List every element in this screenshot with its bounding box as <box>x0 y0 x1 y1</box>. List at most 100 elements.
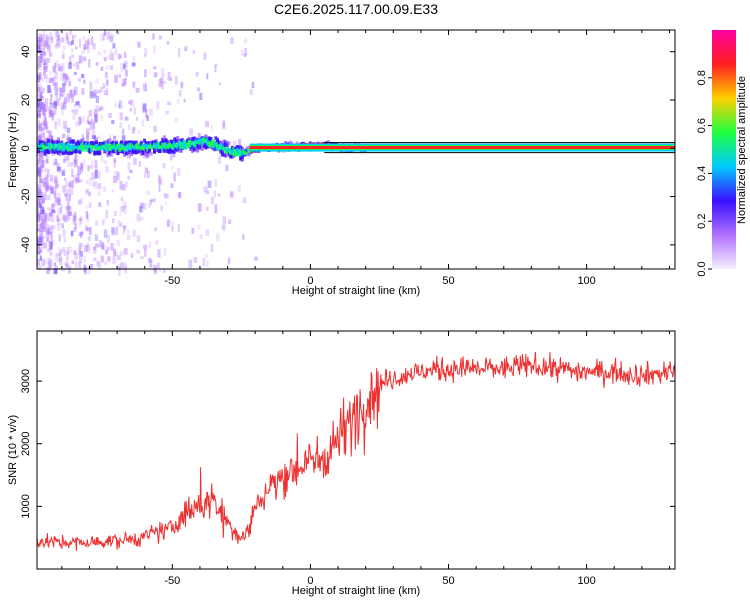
heatmap-cell <box>76 144 80 149</box>
heatmap-cell <box>103 144 107 149</box>
heatmap-noise-cell <box>37 228 40 232</box>
heatmap-cell <box>161 146 165 151</box>
heatmap-noise-cell <box>37 104 41 109</box>
heatmap-cell <box>227 152 231 157</box>
heatmap-cell <box>220 140 224 145</box>
heatmap-cell <box>192 146 196 151</box>
heatmap-cell <box>113 146 117 151</box>
heatmap-noise-cell <box>77 166 82 175</box>
heatmap-noise-cell <box>82 160 86 169</box>
snr-ticks: -50 0 50 100 1000 2000 3000 <box>20 331 675 587</box>
heatmap-noise-cell <box>66 211 71 221</box>
heatmap-noise-cell <box>218 82 221 86</box>
heatmap-noise-cell <box>39 236 42 244</box>
heatmap-noise-cell <box>64 74 68 83</box>
heatmap-cell <box>86 145 90 150</box>
heatmap-cell <box>146 143 150 148</box>
heatmap-cell <box>209 141 213 146</box>
heatmap-cell <box>124 151 128 156</box>
heatmap-noise-cell <box>164 80 167 85</box>
heatmap-noise-cell <box>37 169 42 175</box>
heatmap-cell <box>95 140 98 145</box>
heatmap-noise-cell <box>39 223 43 232</box>
heatmap-cell <box>123 146 127 151</box>
heatmap-noise-cell <box>130 99 134 107</box>
heatmap-noise-cell <box>100 115 103 121</box>
heatmap-cell <box>151 145 155 150</box>
heatmap-noise-cell <box>40 249 43 253</box>
heatmap-noise-cell <box>243 53 247 57</box>
colorbar-gradient <box>712 30 736 269</box>
heatmap-noise-cell <box>114 102 117 108</box>
heatmap-noise-cell <box>178 192 182 198</box>
heatmap-cell <box>78 141 82 146</box>
heatmap-noise-cell <box>37 210 41 219</box>
heatmap-cell <box>143 146 147 151</box>
heatmap-noise-cell <box>46 236 49 243</box>
heatmap-noise-cell <box>40 230 44 238</box>
heatmap-noise-cell <box>49 52 53 57</box>
heatmap-cell <box>50 139 54 144</box>
heatmap-noise-cell <box>43 167 48 173</box>
heatmap-noise-cell <box>48 131 51 138</box>
heatmap-noise-cell <box>64 193 68 197</box>
heatmap-cell <box>93 145 97 150</box>
heatmap-noise-cell <box>74 33 77 39</box>
heatmap-cell <box>211 139 214 144</box>
heatmap-noise-cell <box>216 232 220 242</box>
heatmap-cell <box>93 150 97 155</box>
heatmap-noise-cell <box>105 165 110 173</box>
heatmap-noise-cell <box>39 236 44 246</box>
heatmap-noise-cell <box>97 89 101 94</box>
heatmap-cell <box>106 143 110 148</box>
heatmap-noise-cell <box>148 204 151 208</box>
heatmap-cell <box>70 145 74 150</box>
heatmap-noise-cell <box>51 209 56 214</box>
heatmap-cell <box>240 157 244 162</box>
heatmap-cell <box>144 143 148 148</box>
heatmap-noise-cell <box>60 38 65 43</box>
heatmap-cell <box>139 146 143 151</box>
heatmap-noise-cell <box>64 262 68 266</box>
heatmap-cell <box>128 142 132 147</box>
heatmap-cell <box>134 146 138 151</box>
heatmap-noise-cell <box>130 253 134 258</box>
heatmap-noise-cell <box>87 165 90 172</box>
heatmap-cell <box>159 148 163 153</box>
heatmap-noise-cell <box>49 70 52 75</box>
heatmap-cell <box>37 148 40 153</box>
heatmap-noise-cell <box>126 234 131 241</box>
heatmap-cell <box>119 141 123 146</box>
heatmap-noise-cell <box>41 194 45 199</box>
heatmap-noise-cell <box>48 89 52 93</box>
heatmap-noise-cell <box>37 62 42 71</box>
heatmap-noise-cell <box>37 109 41 116</box>
heatmap-noise-cell <box>153 267 158 275</box>
heatmap-noise-cell <box>95 95 100 103</box>
heatmap-noise-cell <box>67 182 71 188</box>
heatmap-noise-cell <box>132 81 136 88</box>
heatmap-noise-cell <box>42 87 46 94</box>
heatmap-noise-cell <box>42 221 45 230</box>
heatmap-cell <box>156 148 160 153</box>
heatmap-noise-cell <box>88 177 92 187</box>
heatmap-cell <box>68 142 72 147</box>
heatmap-noise-cell <box>50 241 53 247</box>
heatmap-noise-cell <box>222 216 226 224</box>
heatmap-cell <box>108 138 112 143</box>
heatmap-cell <box>103 149 107 154</box>
heatmap-noise-cell <box>53 100 58 106</box>
heatmap-noise-cell <box>157 262 160 269</box>
heatmap-noise-cell <box>62 72 66 77</box>
heatmap-noise-cell <box>54 197 59 203</box>
heatmap-cell <box>191 137 195 142</box>
heatmap-cell <box>227 147 231 152</box>
heatmap-noise-cell <box>180 81 183 89</box>
heatmap-noise-cell <box>43 182 46 186</box>
heatmap-noise-cell <box>132 229 136 237</box>
heatmap-cell <box>177 144 181 149</box>
heatmap-noise-cell <box>106 64 109 70</box>
heatmap-cell <box>43 141 47 146</box>
heatmap-cell <box>73 145 77 150</box>
heatmap-cell <box>118 148 122 153</box>
